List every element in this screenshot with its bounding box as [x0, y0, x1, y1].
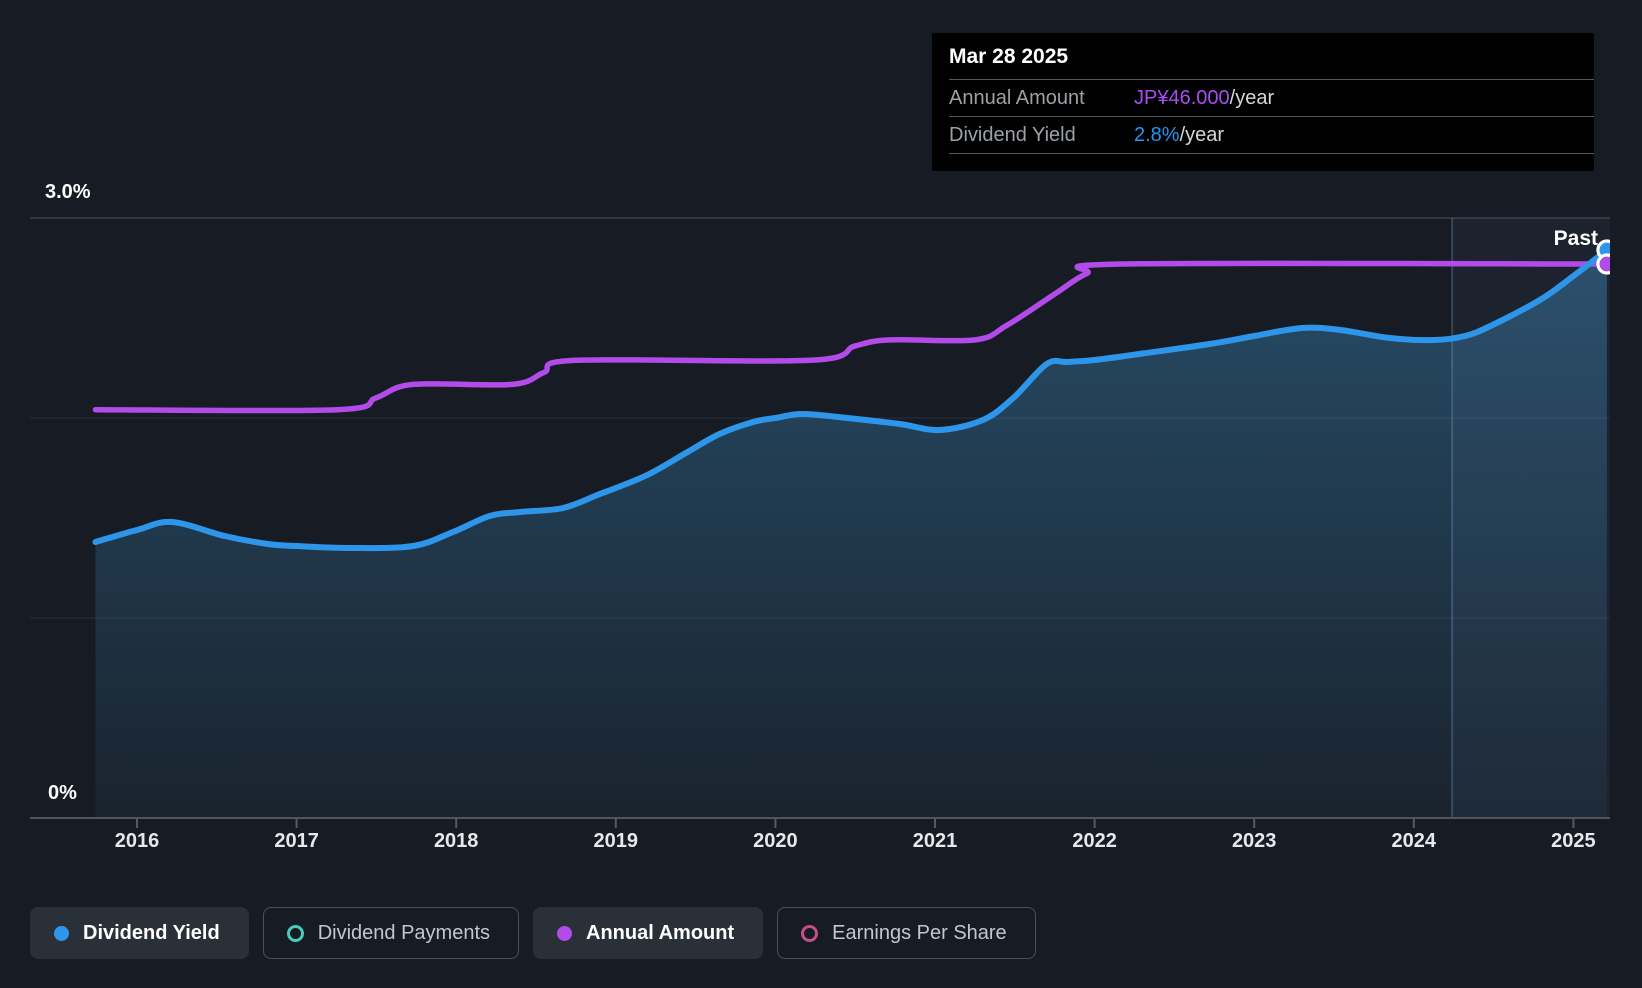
y-axis-label-top: 3.0%: [45, 181, 91, 203]
series-dot-icon: [54, 925, 69, 941]
annual-amount-end-marker: [1596, 253, 1610, 275]
x-axis-label: 2017: [274, 830, 319, 852]
x-axis-label: 2022: [1072, 830, 1117, 852]
x-axis-label: 2025: [1551, 830, 1596, 852]
tooltip-date: Mar 28 2025: [949, 33, 1594, 80]
past-region-label: Past: [1553, 227, 1598, 250]
x-axis-label: 2023: [1231, 830, 1277, 852]
tooltip-row-dividend-yield: Dividend Yield 2.8% /year: [949, 117, 1594, 154]
series-dot-icon: [557, 925, 573, 941]
legend-toggle-earnings-per-share[interactable]: Earnings Per Share: [777, 907, 1036, 959]
series-ring-icon: [801, 924, 819, 942]
x-axis-label: 2019: [593, 830, 639, 852]
chart-tooltip: Mar 28 2025 Annual Amount JP¥46.000 /yea…: [932, 33, 1594, 171]
legend-label: Dividend Yield: [83, 921, 220, 944]
annual-amount-line: [92, 260, 1610, 414]
x-axis-label: 2016: [114, 830, 160, 852]
legend-label: Earnings Per Share: [832, 921, 1007, 944]
dividend-yield-area: [95, 250, 1607, 818]
tooltip-label: Dividend Yield: [949, 123, 1076, 146]
legend-toggle-annual-amount[interactable]: Annual Amount: [533, 907, 764, 959]
x-axis-label: 2020: [753, 830, 798, 852]
tooltip-row-annual-amount: Annual Amount JP¥46.000 /year: [949, 80, 1594, 117]
tooltip-label: Annual Amount: [949, 86, 1085, 109]
tooltip-suffix: /year: [1229, 86, 1275, 109]
past-region-band: [1452, 218, 1610, 818]
legend-toggle-dividend-payments[interactable]: Dividend Payments: [262, 907, 520, 959]
x-axis-label: 2018: [433, 830, 479, 852]
tooltip-suffix: /year: [1179, 123, 1225, 146]
legend-label: Annual Amount: [586, 921, 735, 944]
tooltip-value-annual-amount: JP¥46.000: [1134, 86, 1230, 109]
x-axis-label: 2024: [1391, 830, 1437, 852]
legend-label: Dividend Payments: [317, 921, 491, 944]
tooltip-value-dividend-yield: 2.8%: [1134, 123, 1180, 146]
chart-legend: Dividend Yield Dividend Payments Annual Am…: [30, 907, 1036, 959]
x-axis-label: 2021: [912, 830, 958, 852]
y-axis-label-bottom: 0%: [48, 782, 77, 804]
series-ring-icon: [286, 924, 304, 942]
legend-toggle-dividend-yield[interactable]: Dividend Yield: [30, 907, 249, 959]
dividend-yield-line: [92, 247, 1610, 552]
